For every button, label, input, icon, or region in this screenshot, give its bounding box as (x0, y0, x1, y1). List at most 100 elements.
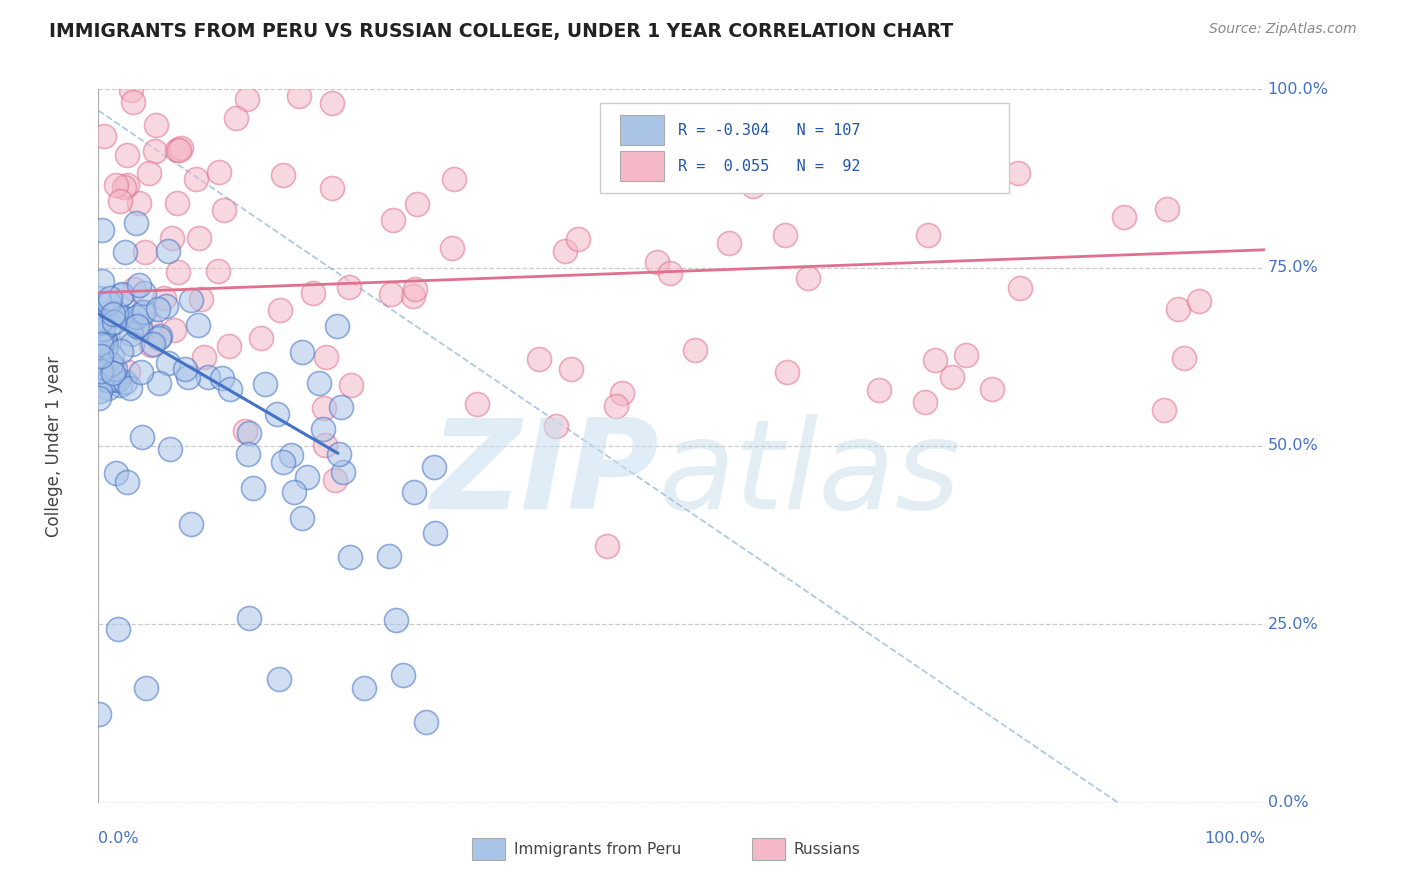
Point (402, 289, 425, 303)
Point (236, 447, 259, 461)
Point (139, 318, 162, 332)
Point (89, 334, 111, 349)
Point (115, 178, 138, 193)
Point (321, 95, 343, 110)
Point (103, 315, 125, 329)
Point (605, 399, 627, 413)
Point (166, 195, 188, 210)
Point (89, 313, 111, 327)
Point (90, 349, 112, 363)
Point (115, 475, 138, 489)
Point (238, 425, 260, 440)
Point (128, 277, 150, 292)
Point (90, 222, 112, 236)
Point (90, 364, 112, 378)
Point (529, 352, 551, 367)
Text: R =  0.055   N =  92: R = 0.055 N = 92 (679, 159, 860, 174)
Point (1173, 351, 1195, 365)
Point (184, 172, 207, 186)
Point (125, 310, 148, 324)
Point (378, 549, 401, 563)
Point (120, 311, 142, 326)
Point (180, 516, 202, 531)
Point (353, 681, 375, 696)
Point (128, 195, 150, 210)
Point (269, 303, 291, 318)
Point (291, 344, 314, 359)
Point (465, 397, 488, 411)
FancyBboxPatch shape (620, 151, 665, 181)
Point (567, 232, 589, 246)
Point (129, 320, 152, 334)
Point (212, 202, 235, 217)
Point (107, 622, 129, 636)
Point (89, 365, 111, 379)
Point (280, 448, 302, 462)
Point (308, 376, 330, 391)
Point (153, 291, 176, 305)
Point (773, 227, 796, 242)
Point (1007, 166, 1029, 180)
Point (148, 331, 170, 345)
Text: 0.0%: 0.0% (98, 831, 139, 847)
Point (385, 613, 408, 627)
Text: IMMIGRANTS FROM PERU VS RUSSIAN COLLEGE, UNDER 1 YEAR CORRELATION CHART: IMMIGRANTS FROM PERU VS RUSSIAN COLLEGE,… (49, 22, 953, 41)
Point (610, 386, 633, 401)
Point (120, 326, 142, 341)
FancyBboxPatch shape (752, 838, 785, 860)
Point (138, 166, 160, 180)
Point (101, 349, 124, 363)
Point (145, 118, 167, 132)
Point (89, 706, 111, 721)
Point (980, 382, 1002, 396)
Point (868, 384, 890, 398)
Point (312, 401, 335, 415)
Point (156, 356, 179, 370)
Point (89, 291, 111, 305)
Point (271, 168, 294, 182)
Point (129, 365, 152, 379)
Point (94, 334, 117, 348)
Point (100, 291, 122, 305)
Point (235, 92, 257, 106)
Point (683, 343, 706, 357)
Point (148, 376, 170, 390)
Point (297, 470, 319, 484)
Point (869, 167, 891, 181)
Point (423, 526, 446, 541)
Point (340, 378, 363, 392)
Point (180, 293, 202, 308)
Point (941, 370, 963, 384)
Point (114, 375, 136, 389)
Point (339, 549, 361, 564)
Point (392, 667, 415, 681)
Point (717, 236, 740, 251)
Text: R = -0.304   N = 107: R = -0.304 N = 107 (679, 122, 860, 137)
Point (121, 95, 143, 110)
Point (596, 539, 619, 553)
Point (97, 306, 120, 320)
Point (218, 382, 240, 396)
Point (645, 255, 668, 269)
Point (314, 438, 336, 452)
FancyBboxPatch shape (600, 103, 1008, 193)
Point (101, 366, 124, 380)
Point (402, 484, 425, 499)
Point (117, 365, 139, 379)
Point (271, 455, 294, 469)
Point (211, 371, 233, 385)
Point (128, 320, 150, 334)
Point (242, 481, 264, 495)
Point (1010, 281, 1032, 295)
Point (160, 231, 183, 245)
Text: Immigrants from Peru: Immigrants from Peru (513, 842, 681, 856)
Point (423, 460, 446, 475)
Point (797, 270, 820, 285)
Point (917, 228, 939, 243)
Point (207, 264, 229, 278)
Point (659, 266, 682, 280)
Point (89, 364, 111, 378)
Text: 100.0%: 100.0% (1268, 82, 1329, 96)
Point (121, 336, 143, 351)
Point (163, 323, 186, 337)
